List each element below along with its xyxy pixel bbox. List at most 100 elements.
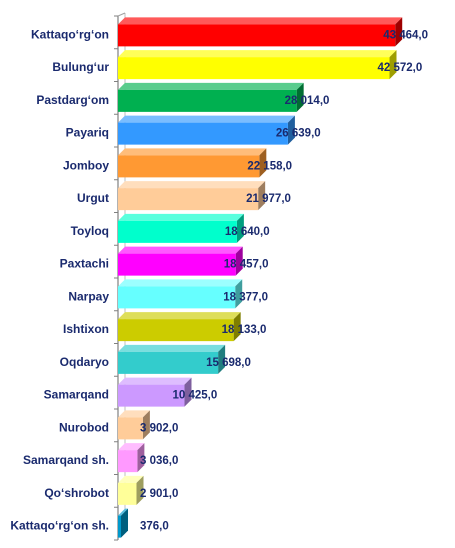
bar-top-face [118,508,128,516]
bar-front-face [118,89,297,112]
bar-top-face [118,17,403,25]
bar-10 [118,312,241,342]
data-label: 15 698,0 [206,357,251,369]
bar-5 [118,148,267,178]
category-label: Qo‘shrobot [44,486,109,500]
bar-front-face [118,286,236,309]
bar-top-face [118,181,266,189]
bar-top-face [118,312,241,320]
bar-top-face [118,377,192,385]
bar-front-face [118,515,121,538]
category-label: Kattaqo‘rg‘on [31,27,109,41]
bar-3 [118,82,304,112]
bar-4 [118,115,295,145]
bar-15 [118,475,144,505]
bar-6 [118,181,266,211]
bar-side-face [233,312,241,342]
bar-top-face [118,410,150,418]
bar-top-face [118,82,304,90]
bar-front-face [118,351,219,374]
bar-front-face [118,220,237,243]
bar-14 [118,443,145,473]
bar-top-face [118,148,267,156]
bar-side-face [137,443,145,473]
bar-side-face [142,410,150,440]
data-label: 18 640,0 [225,226,270,238]
data-label: 18 457,0 [224,259,269,271]
data-label: 376,0 [140,521,169,533]
bar-1 [118,17,403,47]
bar-side-face [287,115,295,145]
category-label: Narpay [68,289,109,303]
bar-side-face [389,50,397,80]
labels-layer: Kattaqo‘rg‘on 43 464,0 Bulung‘ur 42 572,0 Pa… [10,27,428,532]
bar-front-face [118,122,288,145]
category-label: Kattaqo‘rg‘on sh. [10,519,109,533]
bar-top-face [118,443,145,451]
bar-front-face [118,57,390,80]
bar-front-face [118,188,259,211]
data-label: 3 902,0 [140,422,178,434]
bar-side-face [236,213,244,243]
category-label: Nurobod [59,420,109,434]
bar-side-face [258,181,266,211]
bars-layer [118,17,403,538]
bar-front-face [118,319,234,342]
bar-front-face [118,253,236,276]
category-label: Urgut [77,191,109,205]
data-label: 21 977,0 [246,193,291,205]
data-label: 42 572,0 [378,62,423,74]
bar-12 [118,377,192,407]
bar-top-face [118,50,397,58]
bar-side-face [259,148,267,178]
data-label: 43 464,0 [383,29,428,41]
category-label: Pastdarg‘om [36,93,109,107]
axis-top-connector [117,12,126,17]
bar-11 [118,344,226,374]
bar-side-face [235,279,243,309]
data-label: 3 036,0 [140,455,178,467]
bar-side-face [395,17,403,47]
category-label: Paxtachi [60,257,109,271]
bar-front-face [118,24,396,47]
bar-side-face [235,246,243,276]
category-label: Samarqand sh. [23,453,109,467]
data-label: 28 014,0 [285,95,330,107]
bar-13 [118,410,150,440]
bar-top-face [118,246,243,254]
bar-9 [118,279,243,309]
bar-top-face [118,344,226,352]
bar-front-face [118,482,137,505]
bar-front-face [118,384,185,407]
data-label: 10 425,0 [172,390,217,402]
category-label: Toyloq [71,224,109,238]
category-label: Ishtixon [63,322,109,336]
category-label: Payariq [66,126,109,140]
data-label: 22 158,0 [247,160,292,172]
bar-7 [118,213,244,243]
category-label: Oqdaryo [60,355,109,369]
category-label: Bulung‘ur [52,60,109,74]
data-label: 26 639,0 [276,128,321,140]
bar-2 [118,50,397,80]
bar-front-face [118,450,138,473]
data-label: 18 377,0 [223,291,268,303]
bar-front-face [118,417,143,440]
bar-16 [118,508,128,538]
category-label: Samarqand [44,388,109,402]
data-label: 18 133,0 [222,324,267,336]
bar-top-face [118,475,144,483]
bar-front-face [118,155,260,178]
bar-side-face [184,377,192,407]
category-label: Jomboy [63,158,109,172]
bar-top-face [118,279,243,287]
bar-side-face [136,475,144,505]
bar-top-face [118,115,295,123]
bar-side-face [121,508,128,538]
bar-top-face [118,213,244,221]
bar-8 [118,246,243,276]
bar-side-face [218,344,226,374]
data-label: 2 901,0 [140,488,178,500]
bar-side-face [296,82,304,112]
